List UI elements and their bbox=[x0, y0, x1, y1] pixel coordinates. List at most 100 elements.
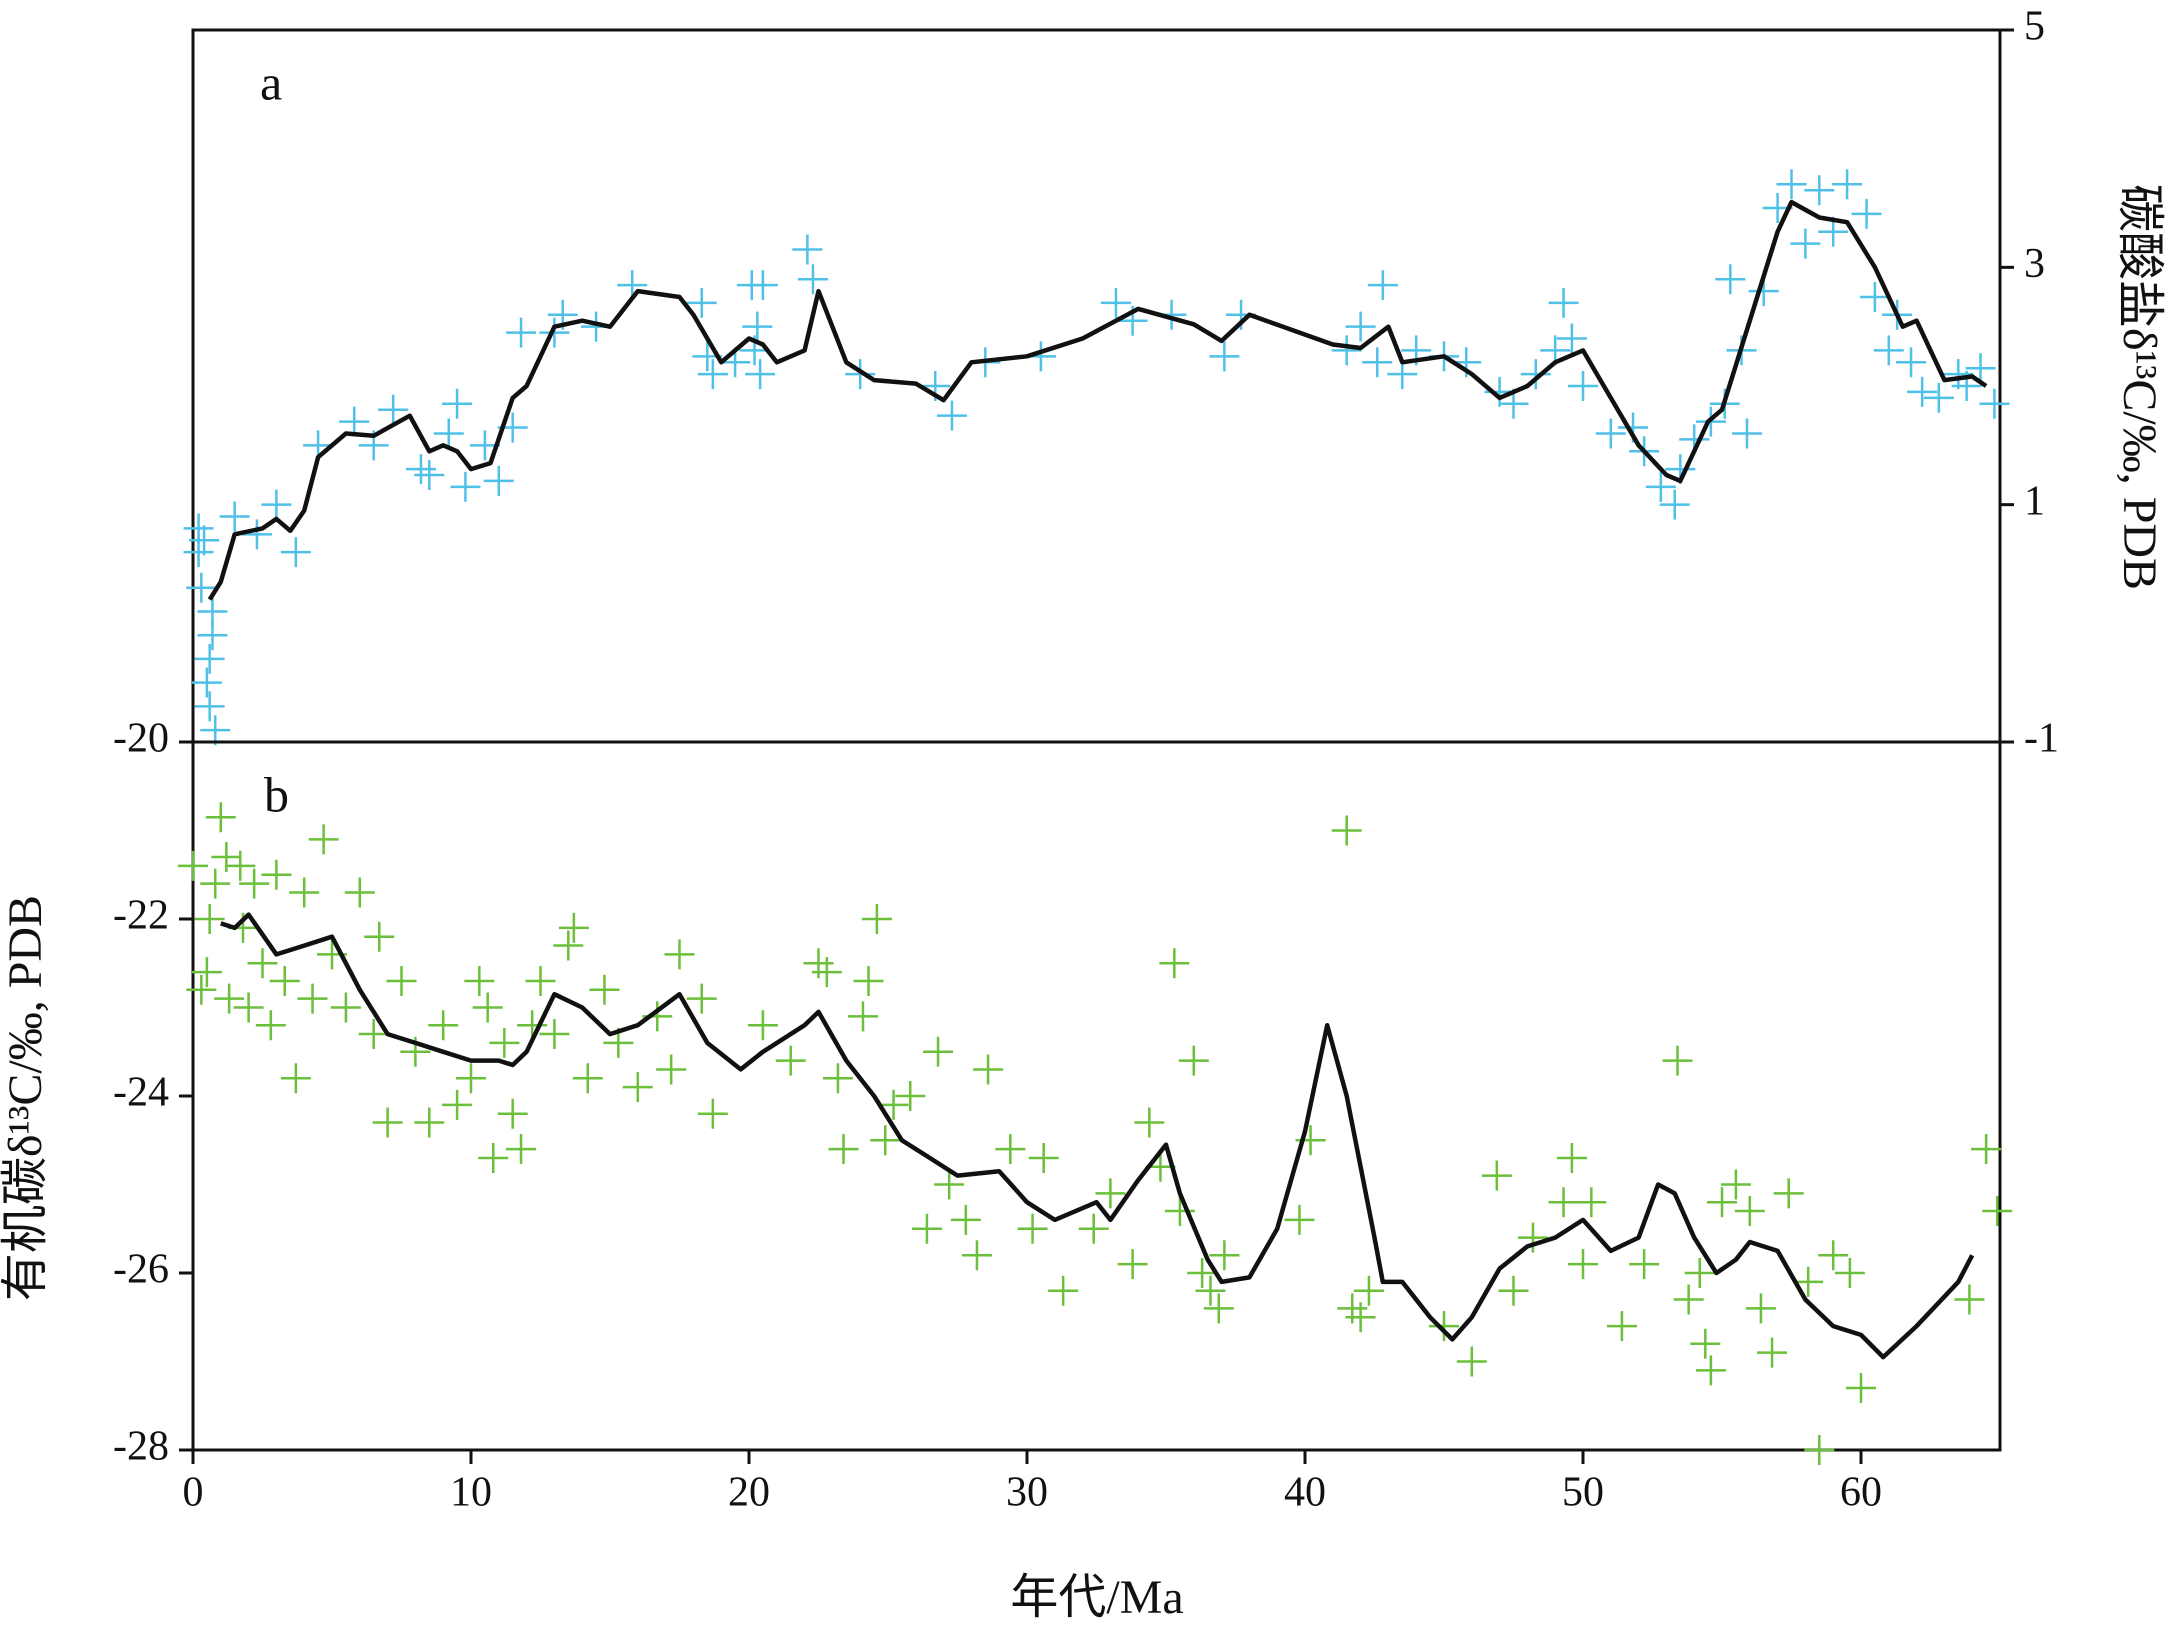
x-tick-label: 20 bbox=[728, 1470, 770, 1516]
scatter-point bbox=[489, 1027, 520, 1058]
x-tick-label: 50 bbox=[1562, 1470, 1604, 1516]
scatter-point bbox=[861, 904, 892, 934]
y-tick-label: -26 bbox=[113, 1247, 169, 1293]
scatter-point bbox=[358, 1019, 389, 1050]
scatter-point bbox=[995, 1134, 1026, 1165]
scatter-point bbox=[572, 1063, 603, 1094]
scatter-point bbox=[433, 418, 464, 449]
scatter-point bbox=[1757, 1337, 1788, 1368]
scatter-point bbox=[191, 957, 222, 988]
scatter-point bbox=[261, 489, 292, 520]
scatter-point bbox=[1859, 282, 1890, 312]
scatter-point bbox=[1100, 287, 1131, 318]
scatter-point bbox=[1331, 335, 1362, 366]
scatter-point bbox=[747, 1010, 778, 1041]
scatter-point bbox=[1745, 1293, 1776, 1324]
scatter-point bbox=[269, 965, 300, 996]
scatter-point bbox=[558, 912, 589, 943]
scatter-point bbox=[923, 1036, 954, 1067]
scatter-point bbox=[297, 983, 328, 1014]
scatter-point bbox=[1568, 1249, 1598, 1280]
scatter-point bbox=[1556, 323, 1587, 354]
scatter-point bbox=[364, 921, 395, 952]
scatter-point bbox=[1645, 471, 1676, 502]
scatter-point bbox=[1690, 1328, 1721, 1359]
scatter-point bbox=[1776, 169, 1807, 200]
scatter-point bbox=[1429, 1311, 1459, 1342]
scatter-point bbox=[194, 691, 225, 722]
scatter-point bbox=[1896, 347, 1927, 378]
panel-label: b bbox=[264, 766, 289, 822]
y-tick-label: -28 bbox=[113, 1424, 169, 1470]
scatter-point bbox=[664, 939, 695, 970]
scatter-point bbox=[742, 311, 773, 342]
scatter-point bbox=[589, 974, 620, 1005]
scatter-point bbox=[822, 1063, 853, 1094]
scatter-point bbox=[811, 957, 842, 988]
scatter-point bbox=[1659, 489, 1690, 520]
scatter-point bbox=[950, 1204, 981, 1235]
scatter-point bbox=[1662, 1045, 1693, 1076]
scatter-point bbox=[936, 400, 967, 431]
scatter-point bbox=[1178, 1045, 1209, 1076]
trend-line bbox=[207, 199, 1988, 601]
scatter-point bbox=[1548, 287, 1579, 318]
scatter-point bbox=[1209, 1240, 1240, 1271]
scatter-point bbox=[1362, 347, 1393, 378]
scatter-point bbox=[214, 983, 245, 1014]
scatter-point bbox=[339, 406, 370, 437]
scatter-point bbox=[414, 1107, 445, 1138]
x-tick-label: 40 bbox=[1284, 1470, 1326, 1516]
scatter-point bbox=[225, 850, 256, 881]
scatter-point bbox=[1793, 1266, 1824, 1297]
scatter-point bbox=[973, 1054, 1004, 1085]
scatter-point bbox=[1715, 264, 1746, 295]
scatter-point bbox=[847, 1001, 878, 1032]
scatter-point bbox=[1965, 353, 1996, 384]
scatter-point bbox=[539, 1019, 570, 1050]
scatter-point bbox=[205, 802, 236, 833]
scatter-point bbox=[191, 667, 222, 698]
scatter-point bbox=[330, 992, 361, 1023]
scatter-point bbox=[1284, 1204, 1315, 1235]
scatter-point bbox=[178, 850, 208, 881]
scatter-point bbox=[1159, 948, 1190, 979]
panel-label: a bbox=[260, 54, 282, 110]
scatter-point bbox=[1629, 1249, 1660, 1280]
scatter-point bbox=[1606, 1311, 1637, 1342]
scatter-point bbox=[1684, 1258, 1715, 1288]
scatter-point bbox=[219, 501, 250, 532]
scatter-point bbox=[697, 359, 728, 390]
scatter-point bbox=[241, 519, 272, 550]
y-tick-label: -24 bbox=[113, 1070, 169, 1116]
scatter-point bbox=[1673, 1284, 1704, 1315]
scatter-point bbox=[895, 1081, 926, 1111]
scatter-point bbox=[1734, 1196, 1765, 1227]
scatter-point bbox=[1720, 1169, 1751, 1200]
scatter-point bbox=[1353, 1275, 1384, 1306]
scatter-point bbox=[239, 868, 270, 899]
scatter-point bbox=[1203, 1293, 1234, 1324]
scatter-point bbox=[1337, 1293, 1368, 1324]
scatter-point bbox=[506, 1134, 537, 1165]
y-axis-label: 有机碳δ¹³C/‰, PDB bbox=[0, 895, 52, 1301]
scatter-point bbox=[803, 948, 834, 979]
scatter-point bbox=[1707, 1187, 1737, 1218]
scatter-point bbox=[1028, 1142, 1059, 1173]
scatter-point bbox=[656, 1054, 687, 1085]
scatter-point bbox=[878, 1089, 909, 1120]
scatter-point bbox=[1345, 311, 1376, 342]
scatter-point bbox=[1695, 1355, 1726, 1386]
scatter-point bbox=[442, 1089, 473, 1120]
scatter-point bbox=[1164, 1196, 1195, 1227]
scatter-point bbox=[1907, 376, 1938, 407]
scatter-point bbox=[1873, 335, 1904, 366]
scatter-point bbox=[1367, 270, 1398, 301]
scatter-point bbox=[261, 859, 292, 890]
scatter-point bbox=[197, 596, 228, 627]
x-tick-label: 60 bbox=[1840, 1470, 1882, 1516]
scatter-point bbox=[525, 965, 556, 996]
scatter-point bbox=[1971, 1134, 2002, 1165]
scatter-point bbox=[934, 1169, 965, 1200]
y-tick-label: -20 bbox=[113, 716, 169, 762]
